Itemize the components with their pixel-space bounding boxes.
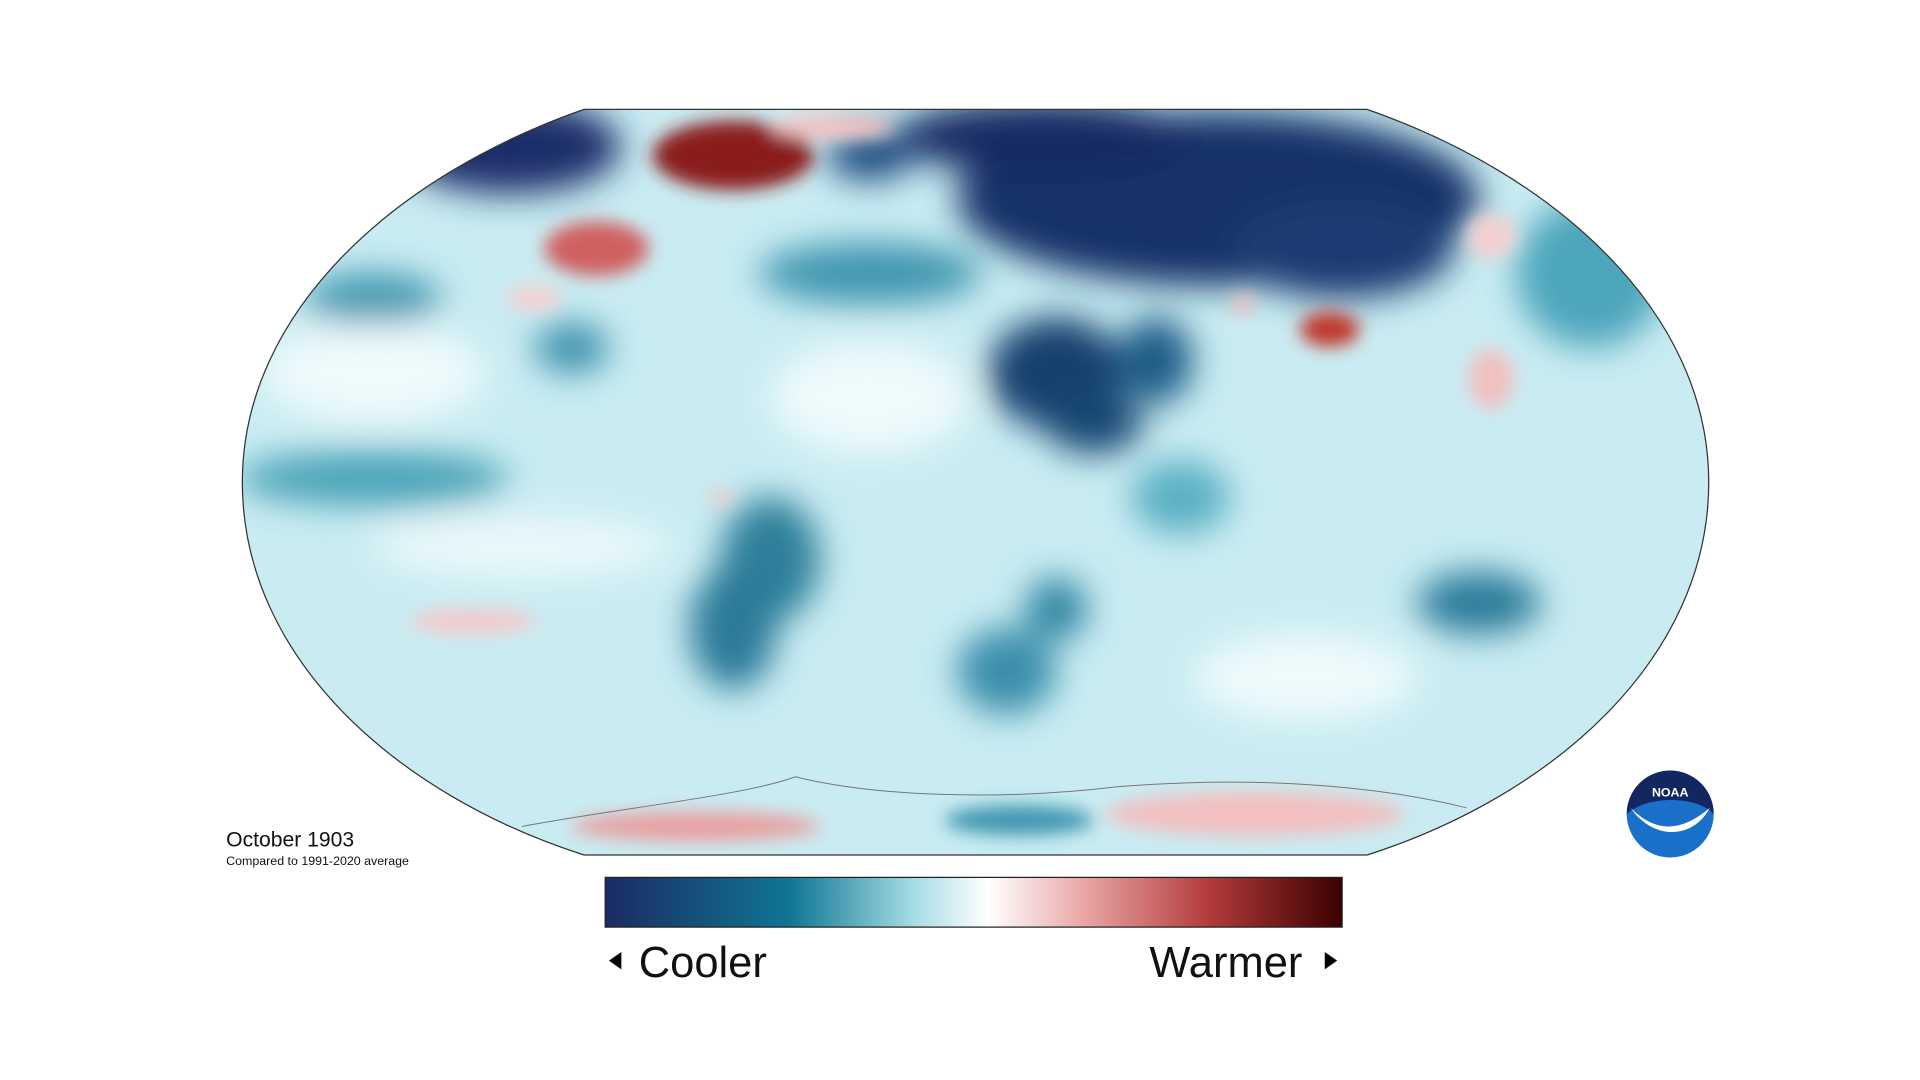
map-title: October 1903: [226, 828, 354, 851]
cooler-arrow: [608, 951, 622, 970]
color-scale: [604, 876, 1343, 928]
antarctic-coastline: [521, 776, 1467, 827]
warmer-arrow: [1324, 951, 1338, 970]
map-subtitle: Compared to 1991-2020 average: [226, 854, 409, 868]
anomaly-field: [242, 109, 1709, 856]
warm-blobs: [410, 114, 1517, 842]
anomaly-blobs: [242, 109, 1666, 721]
cooler-label: Cooler: [639, 939, 767, 987]
noaa-logo: NOAA: [1626, 770, 1714, 858]
map-border: [241, 108, 1710, 856]
warmer-label: Warmer: [1149, 939, 1302, 987]
logo-text: NOAA: [1652, 786, 1689, 800]
